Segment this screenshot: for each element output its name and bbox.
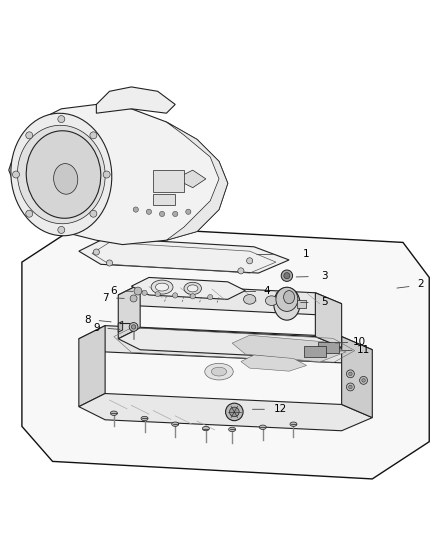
Ellipse shape (244, 295, 256, 304)
Circle shape (26, 210, 33, 217)
Circle shape (146, 209, 152, 214)
FancyBboxPatch shape (153, 170, 184, 192)
Polygon shape (241, 355, 307, 371)
Ellipse shape (155, 283, 169, 291)
Ellipse shape (259, 425, 266, 430)
Circle shape (190, 294, 195, 299)
Circle shape (103, 171, 110, 178)
Circle shape (186, 209, 191, 214)
Polygon shape (79, 326, 372, 363)
Ellipse shape (53, 164, 78, 194)
Circle shape (208, 295, 213, 300)
Circle shape (349, 385, 352, 389)
FancyBboxPatch shape (318, 342, 339, 353)
FancyBboxPatch shape (153, 194, 175, 205)
FancyBboxPatch shape (304, 346, 326, 357)
Text: 1: 1 (303, 249, 310, 259)
Text: 7: 7 (102, 293, 109, 303)
Polygon shape (79, 393, 372, 431)
Circle shape (173, 293, 178, 298)
Circle shape (155, 292, 160, 297)
Polygon shape (22, 225, 429, 479)
Polygon shape (118, 284, 342, 314)
Text: 5: 5 (321, 297, 328, 308)
Circle shape (284, 273, 290, 279)
Ellipse shape (11, 114, 112, 236)
Circle shape (129, 322, 138, 332)
Circle shape (90, 210, 97, 217)
Polygon shape (118, 284, 140, 339)
Circle shape (159, 211, 165, 216)
Circle shape (349, 372, 352, 376)
Circle shape (93, 249, 99, 255)
Ellipse shape (290, 422, 297, 426)
Text: 3: 3 (321, 271, 328, 281)
Ellipse shape (151, 280, 173, 294)
Ellipse shape (276, 287, 298, 311)
Circle shape (281, 270, 293, 281)
Circle shape (247, 258, 253, 264)
Ellipse shape (172, 422, 179, 426)
Ellipse shape (283, 297, 295, 306)
Circle shape (230, 407, 239, 417)
Circle shape (360, 376, 367, 384)
Text: 8: 8 (84, 315, 91, 325)
Circle shape (131, 325, 136, 329)
Text: 6: 6 (110, 286, 117, 296)
Polygon shape (9, 104, 228, 245)
Ellipse shape (265, 296, 278, 305)
Circle shape (26, 132, 33, 139)
FancyBboxPatch shape (297, 300, 306, 308)
Ellipse shape (205, 364, 233, 380)
Ellipse shape (110, 411, 117, 415)
Polygon shape (315, 293, 342, 348)
Circle shape (362, 378, 365, 382)
Circle shape (346, 370, 354, 378)
Polygon shape (175, 170, 206, 188)
Circle shape (58, 227, 65, 233)
Polygon shape (118, 321, 123, 332)
Ellipse shape (229, 427, 236, 432)
Ellipse shape (187, 285, 198, 292)
Text: 12: 12 (274, 404, 287, 414)
Polygon shape (166, 122, 228, 240)
Polygon shape (79, 326, 105, 407)
Ellipse shape (18, 125, 105, 224)
Ellipse shape (141, 416, 148, 421)
Polygon shape (96, 87, 175, 113)
Ellipse shape (274, 287, 300, 320)
Circle shape (346, 383, 354, 391)
Text: 9: 9 (93, 323, 100, 333)
Ellipse shape (284, 290, 295, 304)
Polygon shape (342, 336, 372, 418)
Ellipse shape (184, 282, 201, 295)
Ellipse shape (26, 131, 101, 219)
Circle shape (142, 290, 147, 295)
Circle shape (226, 403, 243, 421)
Circle shape (134, 287, 142, 295)
Polygon shape (79, 238, 289, 273)
Circle shape (90, 132, 97, 139)
Circle shape (106, 260, 113, 266)
Text: 10: 10 (353, 337, 366, 347)
Circle shape (58, 116, 65, 123)
Circle shape (133, 207, 138, 212)
Text: 2: 2 (417, 279, 424, 289)
Text: 4: 4 (264, 286, 271, 296)
Polygon shape (232, 335, 346, 362)
Circle shape (238, 268, 244, 274)
Polygon shape (131, 278, 245, 300)
Circle shape (13, 171, 20, 178)
Ellipse shape (202, 426, 209, 431)
Circle shape (130, 295, 137, 302)
Ellipse shape (211, 367, 227, 376)
Polygon shape (118, 328, 342, 359)
Circle shape (173, 211, 178, 216)
Text: 11: 11 (357, 345, 370, 355)
